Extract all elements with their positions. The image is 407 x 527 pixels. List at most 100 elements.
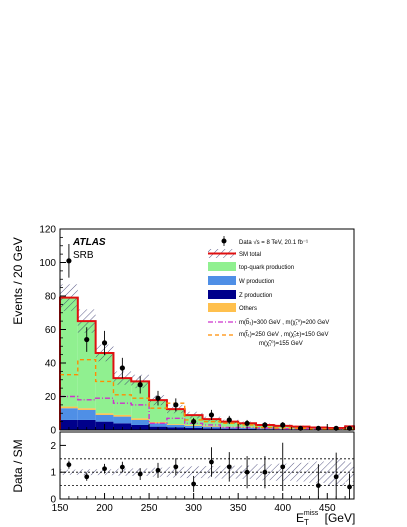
stack-bar-others-4 bbox=[131, 418, 150, 420]
ratio-y-tick-label-1: 1 bbox=[50, 468, 56, 479]
data-point-9 bbox=[226, 417, 232, 423]
legend-entry-w: W production bbox=[208, 276, 274, 285]
ratio-point-2 bbox=[102, 466, 107, 472]
x-tick-label-1: 200 bbox=[96, 503, 113, 514]
data-point-5 bbox=[155, 395, 161, 401]
stack-bar-w-production-2 bbox=[95, 414, 114, 422]
ratio-y-tick-label-0: 0 bbox=[50, 495, 56, 506]
data-point-7 bbox=[191, 419, 197, 425]
ratio-point-6 bbox=[173, 464, 179, 470]
stack-bar-z-production-1 bbox=[77, 419, 96, 430]
y-tick-label-4: 80 bbox=[45, 292, 57, 303]
ratio-point-13 bbox=[315, 483, 321, 488]
legend-z-swatch bbox=[208, 290, 236, 299]
main-axis-ticks: 0 20 40 60 80 100 120 bbox=[39, 225, 346, 437]
ratio-y-axis-label: Data / SM bbox=[11, 439, 25, 492]
region-label: SRB bbox=[73, 250, 94, 261]
y-tick-label-2: 40 bbox=[45, 359, 57, 370]
ratio-panel: 0 1 2 150 200 250 300 350 400 450 Data / SM ETmis… bbox=[11, 431, 355, 527]
legend-stop-label: m(t̃₁)=250 GeV , m(χ̃₁±)=150 GeV bbox=[239, 331, 329, 338]
ratio-y-tick-label-2: 2 bbox=[50, 441, 56, 452]
x-tick-label-3: 300 bbox=[185, 503, 202, 514]
signal-sbottom-line bbox=[60, 395, 354, 431]
stack-bar-w-production-5 bbox=[149, 423, 167, 427]
ratio-points bbox=[66, 442, 352, 499]
ratio-point-5 bbox=[155, 467, 161, 473]
x-tick-label-4: 350 bbox=[230, 503, 247, 514]
stack-bar-top-quark-production-1 bbox=[77, 321, 96, 409]
ratio-point-11 bbox=[262, 469, 268, 475]
stack-bar-z-production-3 bbox=[113, 423, 132, 430]
y-axis-label: Events / 20 GeV bbox=[11, 237, 25, 324]
legend-entry-data: Data √s = 8 TeV, 20.1 fb⁻¹ bbox=[221, 236, 308, 246]
stack-bar-others-2 bbox=[95, 413, 114, 415]
x-tick-label-2: 250 bbox=[141, 503, 158, 514]
ratio-point-3 bbox=[119, 464, 125, 470]
ratio-point-0 bbox=[66, 462, 72, 468]
data-point-0 bbox=[66, 258, 72, 264]
svg-text:ETmiss [GeV]: ETmiss [GeV] bbox=[296, 510, 355, 527]
legend-entry-others: Others bbox=[208, 303, 257, 312]
y-tick-label-1: 20 bbox=[45, 392, 57, 403]
ratio-point-12 bbox=[280, 464, 286, 470]
legend-entry-z: Z production bbox=[208, 290, 272, 299]
y-tick-label-3: 60 bbox=[45, 325, 57, 336]
ratio-point-14 bbox=[333, 474, 339, 480]
stack-bar-w-production-6 bbox=[166, 424, 185, 428]
data-point-6 bbox=[173, 402, 179, 408]
stack-bar-top-quark-production-9 bbox=[220, 421, 239, 427]
ratio-point-8 bbox=[209, 459, 214, 465]
ratio-point-10 bbox=[244, 469, 250, 475]
y-tick-label-0: 0 bbox=[50, 426, 56, 437]
legend-top-label: top-quark production bbox=[239, 265, 294, 271]
stack-bar-w-production-4 bbox=[131, 419, 150, 425]
ratio-reference-lines bbox=[60, 458, 354, 487]
legend-entry-top: top-quark production bbox=[208, 262, 294, 271]
ratio-point-1 bbox=[84, 474, 90, 480]
data-point-11 bbox=[262, 422, 268, 428]
legend-top-swatch bbox=[208, 262, 236, 271]
stack-bar-top-quark-production-3 bbox=[113, 378, 132, 415]
legend-entry-sbottom: m(b̃₁)=300 GeV , m(χ̃₁⁰)=200 GeV bbox=[208, 319, 329, 326]
legend-others-label: Others bbox=[239, 306, 257, 312]
legend-entry-stop: m(t̃₁)=250 GeV , m(χ̃₁±)=150 GeV m(χ̃₁⁰)… bbox=[208, 331, 329, 347]
data-point-8 bbox=[208, 412, 215, 418]
data-point-1 bbox=[84, 336, 90, 343]
stack-bar-top-quark-production-2 bbox=[95, 352, 114, 414]
stack-bar-w-production-3 bbox=[113, 416, 132, 424]
stack-bar-others-5 bbox=[149, 421, 167, 424]
stack-bar-top-quark-production-4 bbox=[131, 381, 150, 419]
stack-bar-others-6 bbox=[166, 424, 185, 425]
atlas-label: ATLAS bbox=[72, 237, 106, 248]
y-tick-label-5: 100 bbox=[39, 258, 56, 269]
stack-bar-others-0 bbox=[60, 406, 78, 409]
ratio-point-7 bbox=[191, 481, 197, 487]
ratio-frame bbox=[59, 431, 355, 500]
y-tick-label-6: 120 bbox=[39, 225, 56, 236]
legend-entry-sm-total: SM total bbox=[208, 249, 261, 258]
x-axis-label: ETmiss [GeV] bbox=[296, 510, 355, 527]
ratio-point-4 bbox=[137, 471, 143, 477]
x-tick-label-6: 450 bbox=[319, 503, 336, 514]
main-panel: 0 20 40 60 80 100 120 Events / 20 GeV ATLAS SR… bbox=[11, 225, 355, 437]
legend-z-label: Z production bbox=[239, 293, 272, 299]
ratio-point-15 bbox=[347, 484, 352, 490]
data-point-10 bbox=[244, 420, 250, 426]
legend-w-swatch bbox=[208, 276, 236, 285]
legend-sbottom-label: m(b̃₁)=300 GeV , m(χ̃₁⁰)=200 GeV bbox=[239, 319, 329, 326]
legend-sm-label: SM total bbox=[239, 252, 261, 258]
stack-bar-others-1 bbox=[77, 408, 96, 410]
legend-stop-label-line2: m(χ̃₁⁰)=155 GeV bbox=[259, 340, 303, 347]
ratio-point-9 bbox=[226, 464, 232, 470]
legend-w-label: W production bbox=[239, 279, 274, 285]
stack-bar-others-8 bbox=[202, 425, 221, 427]
ratio-axis-ticks: 0 1 2 150 200 250 300 350 400 450 bbox=[50, 441, 346, 514]
stack-bar-others-3 bbox=[113, 414, 132, 417]
data-point-3 bbox=[119, 365, 125, 371]
stack-bar-w-production-1 bbox=[77, 409, 96, 420]
stack-bar-top-quark-production-8 bbox=[202, 419, 221, 426]
data-point-2 bbox=[101, 340, 108, 346]
legend-data-label: Data √s = 8 TeV, 20.1 fb⁻¹ bbox=[239, 239, 308, 246]
x-tick-label-0: 150 bbox=[52, 503, 69, 514]
